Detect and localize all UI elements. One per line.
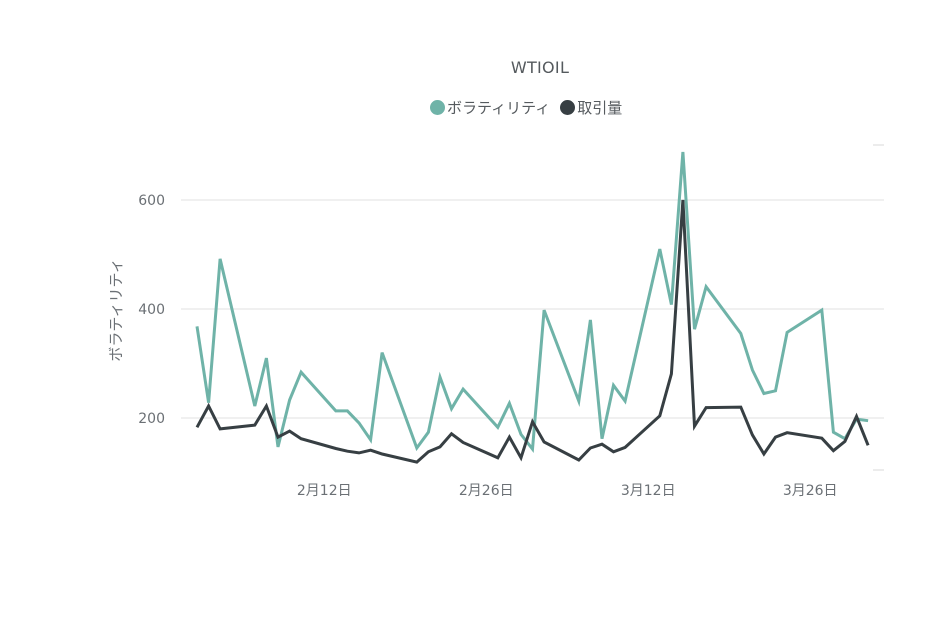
- volatility-line[interactable]: [195, 151, 869, 454]
- legend-label: 取引量: [577, 99, 623, 117]
- x-axis: 2月12日 2月26日 3月12日 3月26日: [297, 483, 838, 499]
- legend: ボラティリティ 取引量: [430, 97, 632, 118]
- y-axis-label: ボラティリティ: [107, 258, 125, 361]
- x-tick-label: 2月26日: [459, 483, 514, 499]
- y-tick-label: 200: [138, 411, 165, 427]
- legend-dot-icon: [560, 100, 576, 115]
- y-tick-label: 400: [138, 302, 165, 318]
- secondary-y-axis: [873, 144, 884, 471]
- chart-title: WTIOIL: [510, 58, 570, 77]
- legend-dot-icon: [430, 100, 445, 115]
- x-tick-label: 2月12日: [297, 483, 352, 499]
- y-tick-label: 600: [138, 193, 165, 209]
- x-tick-label: 3月12日: [621, 483, 676, 499]
- legend-label: ボラティリティ: [447, 99, 551, 117]
- x-tick-label: 3月26日: [783, 483, 838, 499]
- gridlines: [181, 199, 884, 419]
- volume-line[interactable]: [195, 199, 870, 464]
- series-lines: [195, 151, 870, 464]
- y-axis: 200 400 600: [138, 193, 165, 427]
- legend-item-volume[interactable]: 取引量: [560, 97, 622, 118]
- legend-item-volatility[interactable]: ボラティリティ: [430, 97, 550, 118]
